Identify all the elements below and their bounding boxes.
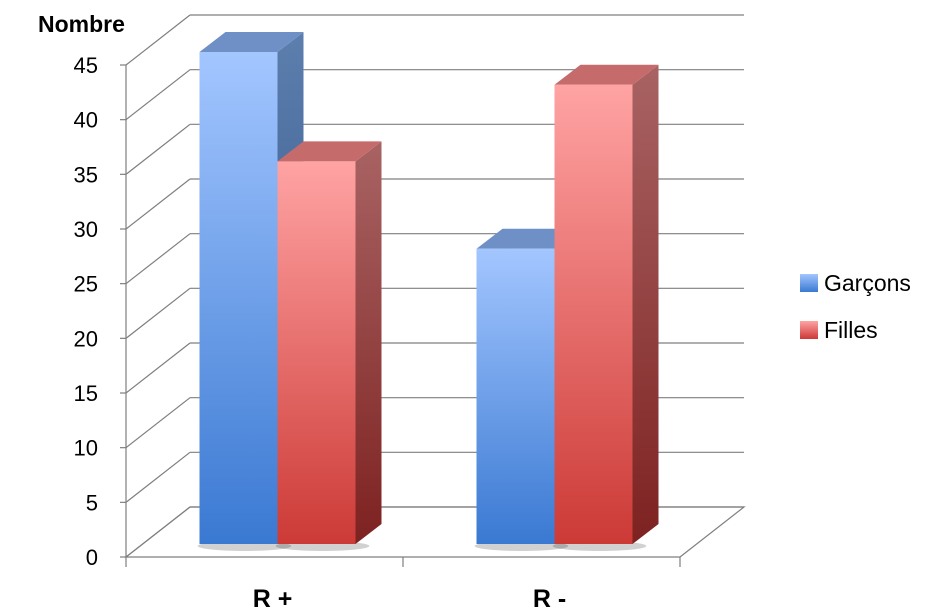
gridline-side (125, 123, 191, 175)
x-category-label: R + (253, 585, 293, 612)
bar-Filles-R + (275, 141, 382, 551)
gridline-side (125, 233, 191, 285)
bar-front (199, 52, 278, 544)
legend-label: Garçons (824, 270, 911, 296)
gridline-side (125, 397, 191, 449)
floor (124, 506, 746, 558)
y-axis-label: Nombre (38, 11, 125, 37)
bar-front (554, 84, 633, 545)
gridline-side (125, 342, 191, 394)
x-axis-categories: R + R - (125, 557, 681, 612)
gridline-side (125, 451, 191, 503)
plot-walls (124, 65, 746, 558)
y-tick-label: 0 (86, 545, 98, 570)
y-tick-label: 45 (74, 53, 98, 78)
bar-side (355, 141, 382, 545)
bar-front (277, 161, 356, 545)
legend-swatch (800, 274, 818, 292)
y-tick-label: 25 (74, 272, 98, 297)
bar-top (199, 32, 304, 52)
y-tick-label: 20 (74, 326, 98, 351)
legend-swatch (800, 321, 818, 339)
y-tick-label: 40 (74, 108, 98, 133)
bar-Filles-R - (552, 64, 659, 551)
y-tick-label: 5 (86, 490, 98, 515)
bar-front (476, 248, 555, 545)
gridline-side (125, 69, 191, 121)
y-tick-label: 10 (74, 436, 98, 461)
y-tick-label: 35 (74, 162, 98, 187)
x-category-label: R - (533, 585, 566, 612)
bars (197, 32, 659, 551)
gridline-side (125, 14, 191, 66)
gridline-side (125, 178, 191, 230)
bar-top (554, 64, 659, 85)
bar-side (632, 64, 659, 545)
bar-top (277, 141, 382, 162)
y-tick-label: 15 (74, 381, 98, 406)
legend: Garçons Filles (800, 270, 911, 343)
y-tick-label: 30 (74, 217, 98, 242)
gridline-side (125, 287, 191, 339)
legend-label: Filles (824, 317, 878, 343)
y-axis-ticks: 0 5 10 15 20 25 30 35 40 45 (74, 53, 126, 570)
